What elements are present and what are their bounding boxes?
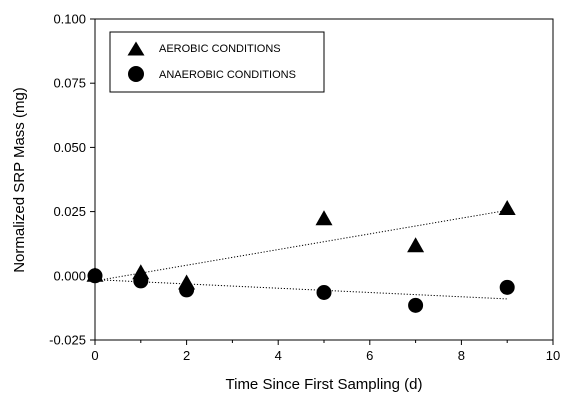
trend-line-anaerobic	[94, 279, 508, 300]
y-tick-label: 0.050	[53, 140, 86, 155]
legend-triangle-marker	[127, 41, 145, 56]
x-tick-label: 6	[366, 348, 373, 363]
trend-line-aerobic	[94, 209, 508, 282]
y-tick-label: 0.025	[53, 204, 86, 219]
y-tick-label: 0.075	[53, 76, 86, 91]
x-tick-label: 10	[546, 348, 560, 363]
x-tick-label: 4	[275, 348, 282, 363]
anaerobic-data-point	[87, 268, 103, 284]
x-tick-label: 8	[458, 348, 465, 363]
y-axis-ticks: -0.025 0.000 0.025 0.050 0.075 0.100	[49, 12, 95, 348]
anaerobic-data-point	[408, 297, 424, 313]
y-axis-title: Normalized SRP Mass (mg)	[11, 87, 28, 273]
aerobic-data-point	[407, 237, 425, 253]
legend-label-aerobic: AEROBIC CONDITIONS	[159, 43, 281, 55]
x-axis-ticks: 0 2 4 6 8 10	[91, 340, 560, 363]
aerobic-data-point	[315, 210, 333, 226]
x-tick-label: 0	[91, 348, 98, 363]
legend-circle-marker	[128, 66, 144, 82]
anaerobic-data-point	[316, 284, 332, 300]
legend-box	[109, 31, 325, 93]
y-tick-label: -0.025	[49, 333, 86, 348]
legend-label-anaerobic: ANAEROBIC CONDITIONS	[159, 69, 296, 81]
trend-lines	[94, 209, 508, 300]
y-tick-label: 0.000	[53, 268, 86, 283]
data-points	[86, 200, 516, 313]
x-axis-title: Time Since First Sampling (d)	[226, 376, 423, 393]
aerobic-data-point	[498, 200, 516, 216]
x-tick-label: 2	[183, 348, 190, 363]
anaerobic-data-point	[179, 282, 195, 298]
y-tick-label: 0.100	[53, 12, 86, 27]
legend: AEROBIC CONDITIONS ANAEROBIC CONDITIONS	[109, 31, 325, 93]
anaerobic-data-point	[499, 279, 515, 295]
anaerobic-data-point	[133, 273, 149, 289]
